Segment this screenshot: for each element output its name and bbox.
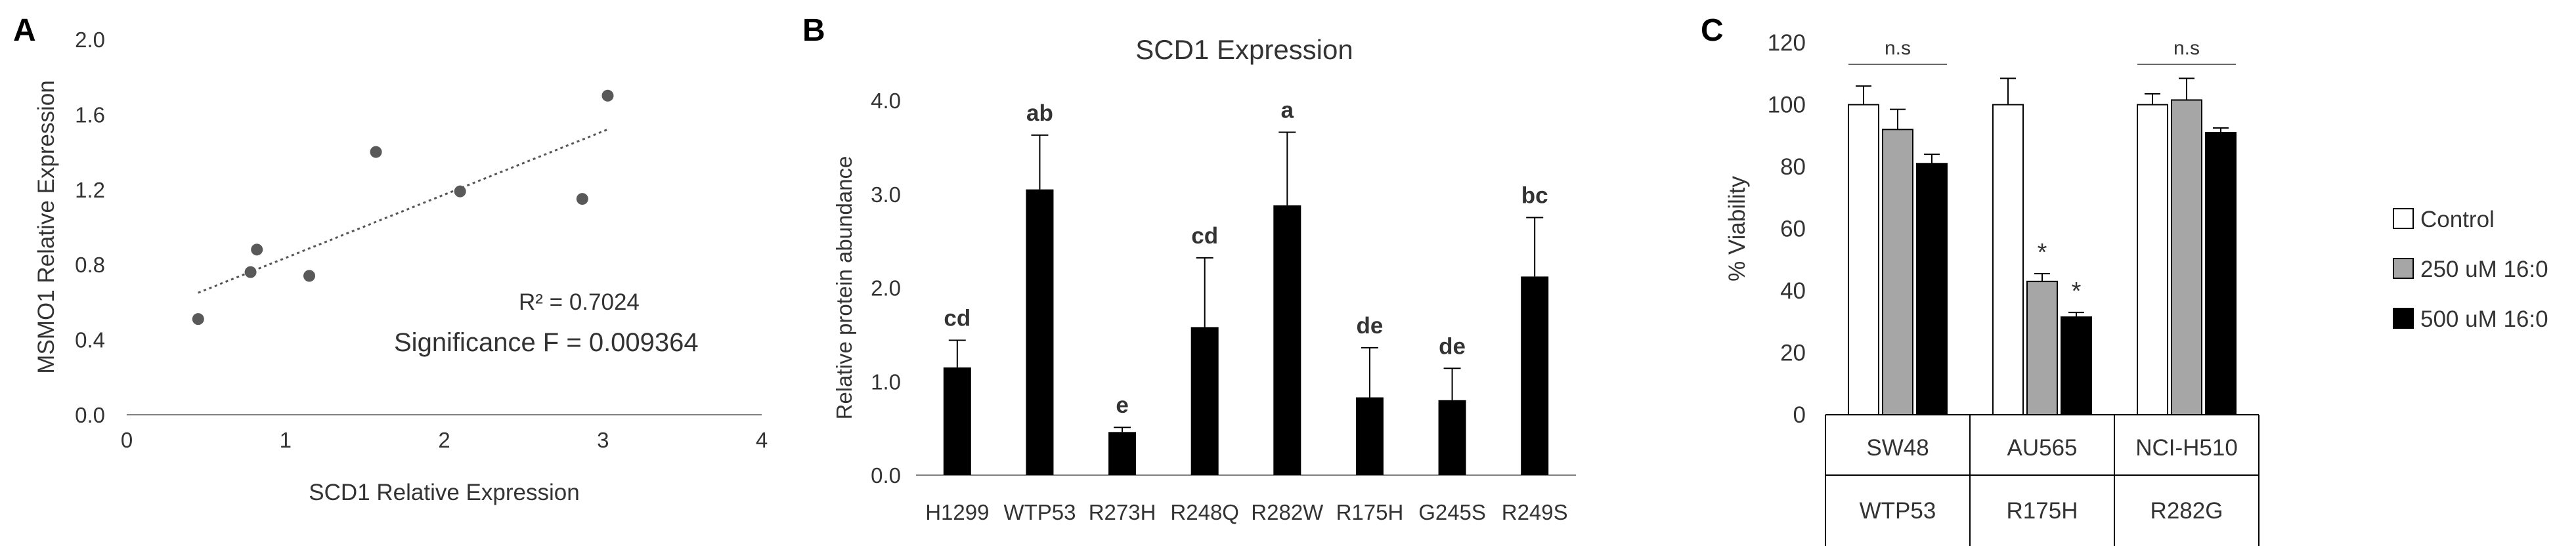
bar xyxy=(1848,104,1879,415)
x-tick-label: 0 xyxy=(121,428,133,452)
r-squared-annotation: R² = 0.7024 xyxy=(519,289,640,315)
y-tick-label: 0 xyxy=(1793,402,1806,428)
scatter-point xyxy=(192,313,204,326)
bar xyxy=(1273,205,1301,475)
legend-swatch xyxy=(2393,258,2414,279)
legend-label: 500 uM 16:0 xyxy=(2420,306,2548,332)
bar xyxy=(1108,432,1137,475)
x-tick-label: AU565 xyxy=(2007,435,2077,461)
y-tick-label: 0.0 xyxy=(871,463,901,488)
bar-chart-panel-b: SCD1 Expression 0.0 1.0 2.0 3.0 4.0 Relative p… xyxy=(832,34,1576,524)
significance-letter: e xyxy=(1116,392,1128,418)
x-tick-label: G245S xyxy=(1418,500,1486,524)
x-tick-label: R282G xyxy=(2150,498,2223,524)
bar xyxy=(1521,276,1549,475)
bar xyxy=(2171,99,2202,415)
panel-letter-b: B xyxy=(802,13,825,48)
scatter-point xyxy=(370,146,382,158)
y-tick-label: 2.0 xyxy=(871,276,901,301)
scatter-panel-a: 0.0 0.4 0.8 1.2 1.6 2.0 0 1 2 3 4 SCD1 Relative Exp… xyxy=(33,28,768,505)
bar xyxy=(1190,327,1219,475)
y-axis-title: % Viability xyxy=(1724,176,1750,282)
significance-annotation: Significance F = 0.009364 xyxy=(394,328,699,357)
x-tick-label: 3 xyxy=(597,428,609,452)
scatter-point xyxy=(454,185,466,198)
x-tick-label: 1 xyxy=(280,428,292,452)
x-tick-label: 2 xyxy=(438,428,450,452)
y-tick-label: 2.0 xyxy=(75,28,105,52)
significance-star: * xyxy=(2072,278,2082,305)
y-tick-label: 0.4 xyxy=(75,328,105,352)
bar xyxy=(1992,104,2024,415)
y-tick-label: 0.8 xyxy=(75,253,105,277)
x-tick-label: R175H xyxy=(1336,500,1404,524)
x-tick-label: 4 xyxy=(756,428,768,452)
x-axis-title: SCD1 Relative Expression xyxy=(309,480,579,505)
x-tick-label: H1299 xyxy=(925,500,989,524)
significance-letter: ab xyxy=(1026,100,1053,126)
legend-swatch xyxy=(2393,308,2414,329)
significance-letter: a xyxy=(1281,98,1294,123)
chart-title: SCD1 Expression xyxy=(1135,34,1353,65)
legend-label: Control xyxy=(2420,207,2495,232)
x-tick-label: NCI-H510 xyxy=(2135,435,2238,461)
significance-letter: de xyxy=(1439,333,1466,359)
bar xyxy=(2026,280,2058,416)
y-tick-label: 3.0 xyxy=(871,182,901,207)
scatter-point xyxy=(251,243,263,256)
x-tick-label: R273H xyxy=(1089,500,1156,524)
y-tick-label: 0.0 xyxy=(75,403,105,427)
bar xyxy=(2205,132,2237,415)
bar xyxy=(2137,104,2168,415)
significance-letter: cd xyxy=(1191,223,1218,249)
y-tick-label: 120 xyxy=(1768,30,1806,56)
y-tick-label: 60 xyxy=(1780,217,1806,242)
panel-letter-c: C xyxy=(1701,13,1724,48)
x-tick-label: R248Q xyxy=(1170,500,1239,524)
y-tick-label: 1.6 xyxy=(75,102,105,127)
trendline xyxy=(198,128,609,294)
legend-swatch xyxy=(2393,208,2414,229)
y-tick-label: 80 xyxy=(1780,154,1806,180)
bar xyxy=(1916,163,1948,415)
significance-label: n.s xyxy=(1885,37,1911,59)
bar xyxy=(1882,129,1913,416)
scatter-point xyxy=(303,270,316,282)
y-tick-label: 4.0 xyxy=(871,89,901,113)
x-tick-label: WTP53 xyxy=(1003,500,1076,524)
bar xyxy=(1026,189,1054,475)
bar xyxy=(1438,400,1466,475)
bar xyxy=(943,367,971,475)
bar xyxy=(1355,397,1384,475)
y-axis-title: Relative protein abundance xyxy=(832,156,856,420)
significance-letter: cd xyxy=(944,305,971,331)
x-tick-label: R175H xyxy=(2007,498,2078,524)
y-tick-label: 20 xyxy=(1780,341,1806,366)
bar xyxy=(2061,316,2092,415)
scatter-point xyxy=(601,89,614,102)
bar-chart-panel-c: 0 20 40 60 80 100 120 % Viability SW48 WTP53 AU565… xyxy=(1724,30,2548,546)
x-tick-label: R282W xyxy=(1251,500,1324,524)
y-tick-label: 1.2 xyxy=(75,178,105,202)
y-tick-label: 100 xyxy=(1768,93,1806,118)
legend-label: 250 uM 16:0 xyxy=(2420,257,2548,282)
significance-label: n.s xyxy=(2173,37,2200,59)
x-tick-label: R249S xyxy=(1502,500,1568,524)
x-tick-label: SW48 xyxy=(1866,435,1929,461)
y-axis-title: MSMO1 Relative Expression xyxy=(33,80,59,373)
x-tick-label: WTP53 xyxy=(1860,498,1936,524)
y-tick-label: 1.0 xyxy=(871,369,901,394)
significance-letter: de xyxy=(1357,313,1384,339)
significance-star: * xyxy=(2038,239,2047,266)
scatter-point xyxy=(244,266,257,278)
panel-letter-a: A xyxy=(13,13,36,48)
significance-letter: bc xyxy=(1521,182,1548,208)
y-tick-label: 40 xyxy=(1780,278,1806,304)
scatter-point xyxy=(576,193,588,205)
